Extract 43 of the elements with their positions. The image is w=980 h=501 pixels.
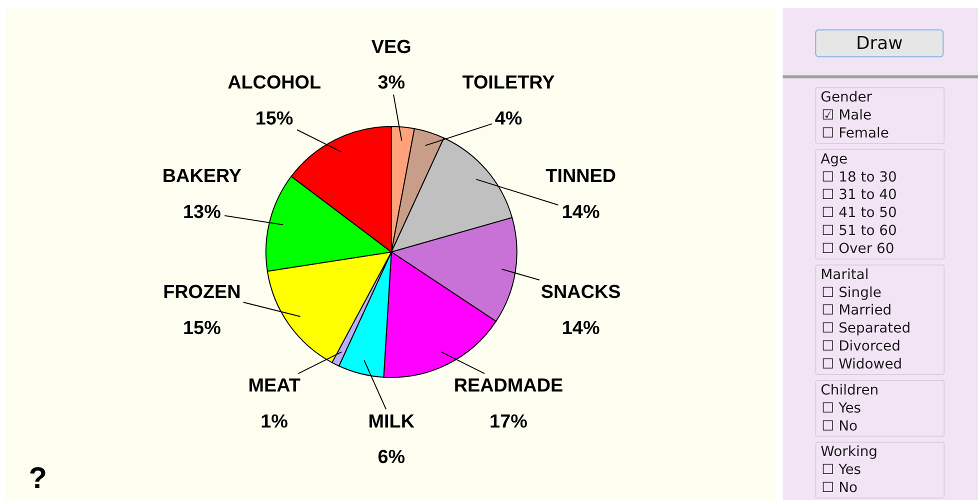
slice-label: READMADE [454,376,564,397]
data-label: 13% [183,202,222,224]
text: ☐ Single [822,284,882,301]
text: ☐ No [822,418,858,434]
text: Children [820,382,879,398]
text: ☐ Divorced [822,338,900,355]
text: ☐ Married [822,302,892,319]
text: ☐ Over 60 [822,240,894,257]
data-label: 3% [378,72,406,94]
text: ☐ 51 to 60 [822,223,897,240]
text: ☐ Widowed [822,356,902,373]
slice-label: MEAT [248,376,301,397]
text: ☐ Separated [822,320,911,337]
data-label: 15% [255,108,294,130]
text: ☐ 31 to 40 [822,187,897,204]
slice-label: ALCOHOL [228,72,322,94]
slice-label: TOILETRY [462,72,556,94]
slice-label: TINNED [546,166,616,188]
text: ☑ Male [822,108,872,124]
data-label: 4% [494,108,522,130]
text: ☐ No [822,480,858,496]
text: ? [28,462,47,496]
data-label: 1% [260,411,288,432]
slice-label: MILK [368,411,415,432]
slice-label: FROZEN [163,282,241,303]
text: ☐ 18 to 30 [822,169,897,186]
slice-label: SNACKS [540,282,621,303]
text: Marital [820,266,869,283]
text: Working [820,444,878,460]
text: ☐ Yes [822,462,862,478]
data-label: 6% [378,447,406,468]
slice-label: BAKERY [162,166,242,188]
data-label: 15% [183,318,222,339]
text: ☐ Female [822,125,889,142]
text: Age [820,151,848,168]
slice-label: VEG [371,36,412,58]
data-label: 14% [562,318,600,339]
data-label: 17% [490,411,528,432]
text: ☐ Yes [822,400,862,416]
text: Gender [820,90,872,106]
data-label: 14% [562,202,600,224]
text: ☐ 41 to 50 [822,205,897,222]
text: Draw [856,32,903,54]
